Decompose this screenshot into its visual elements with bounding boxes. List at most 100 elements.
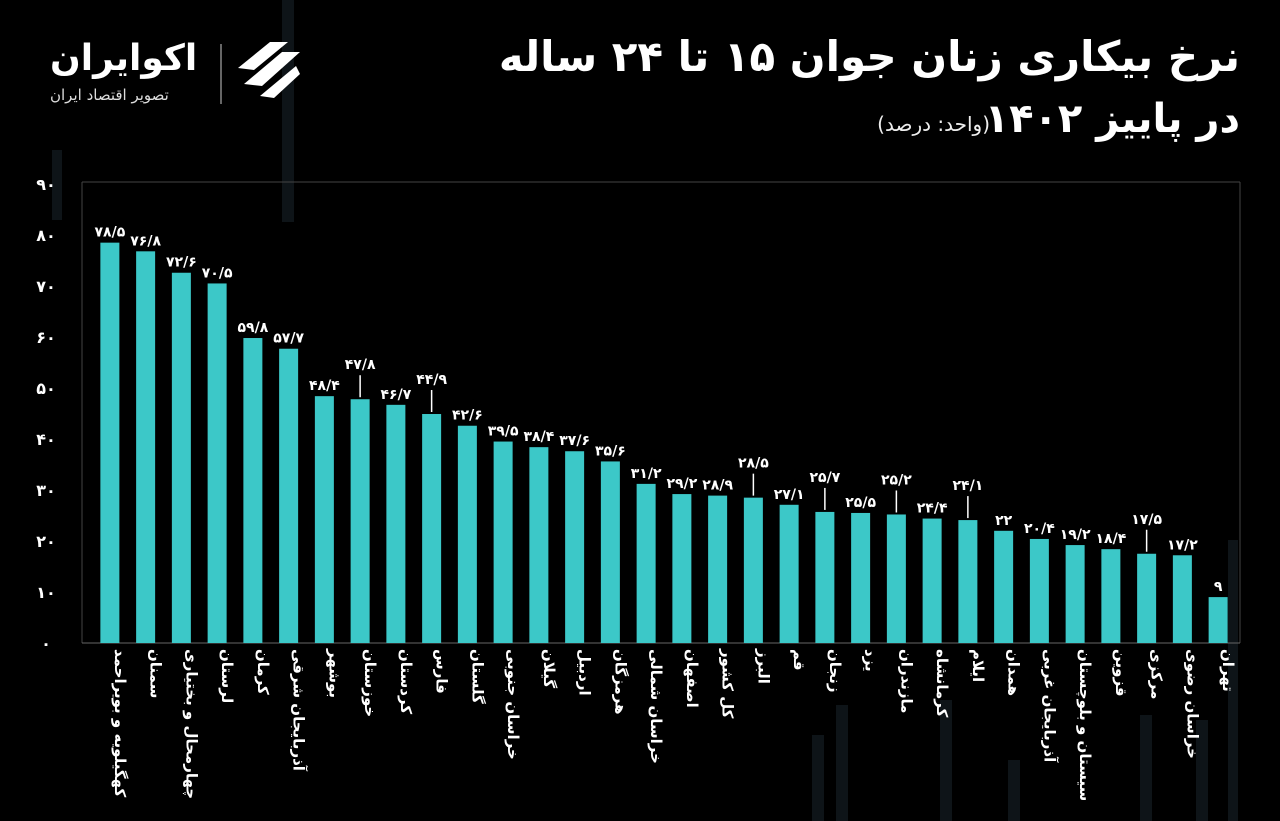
category-label: کرمان [254,649,272,695]
category-label: کهگیلویه و بویراحمد [111,649,129,797]
value-label: ۲۰/۴ [1024,521,1055,537]
value-label: ۷۸/۵ [95,225,126,241]
bar [994,530,1014,643]
bar [1101,549,1121,643]
ecoiran-logo-icon [238,42,300,98]
category-label: آذربایجان غربی [1040,649,1058,763]
value-label: ۳۹/۵ [488,424,519,440]
category-label: قزوین [1112,649,1130,697]
bar [243,338,263,643]
value-label: ۴۶/۷ [381,387,412,403]
value-label: ۵۹/۸ [238,320,269,336]
category-label: ایلام [969,649,987,682]
bar [529,447,549,643]
value-label: ۴۴/۹ [416,372,447,388]
bar [1172,555,1192,643]
category-label: کردستان [397,649,415,714]
category-label: سمنان [147,649,165,698]
y-tick-label: ۵۰ [36,379,56,398]
category-label: خراسان شمالی [647,649,665,764]
category-label: گیلان [540,649,558,688]
bar [565,451,585,643]
value-label: ۲۵/۷ [810,470,841,486]
value-label: ۴۸/۴ [309,378,340,394]
value-label: ۹ [1214,579,1223,595]
bar [636,483,656,643]
bar [100,242,120,643]
category-label: گلستان [468,649,486,704]
value-label: ۲۴/۱ [953,478,984,494]
value-label: ۱۷/۵ [1131,512,1162,528]
bar [386,404,406,643]
category-label: اردبیل [576,649,594,696]
y-tick-label: ۶۰ [36,328,56,347]
y-tick-label: ۴۰ [36,430,56,449]
y-tick-label: ۸۰ [36,226,56,245]
brand-divider [220,44,222,104]
bar [207,283,227,643]
bar [1208,597,1228,643]
value-label: ۷۲/۶ [166,255,197,271]
bar [350,399,370,643]
value-label: ۲۷/۱ [774,487,805,503]
category-label: تهران [1219,649,1237,692]
value-label: ۳۷/۶ [559,433,590,449]
value-label: ۷۰/۵ [202,265,233,281]
value-label: ۳۸/۴ [524,429,555,445]
bar [958,520,978,643]
category-label: اصفهان [683,649,701,708]
bar [672,494,692,643]
bar [457,425,477,643]
value-label: ۷۶/۸ [130,233,161,249]
chart-title-line2: در پاییز ۱۴۰۲ [984,96,1240,142]
bar [279,348,299,643]
bar [815,511,835,643]
y-tick-label: ۳۰ [36,481,56,500]
value-label: ۱۹/۲ [1060,527,1091,543]
bar [1029,538,1049,643]
category-label: کرمانشاه [933,649,951,718]
category-label: قم [790,649,808,671]
value-label: ۵۷/۷ [273,331,304,347]
bar [743,497,763,643]
y-tick-label: ۷۰ [36,277,56,296]
category-label: چهارمحال و بختیاری [181,649,200,799]
category-label: یزد [862,649,880,672]
bar [600,461,620,643]
category-label: مازندران [897,649,915,713]
value-label: ۴۷/۸ [345,357,376,373]
bar [314,396,334,643]
category-label: خوزستان [361,649,379,717]
unit-label: (واحد: درصد) [877,112,990,136]
bar [851,512,871,643]
bar [922,518,942,643]
category-label: خراسان جنوبی [504,649,522,760]
value-label: ۲۴/۴ [917,501,948,517]
brand-name: اکوایران [50,38,198,79]
value-label: ۳۵/۶ [595,443,626,459]
category-label: زنجان [826,649,844,693]
value-label: ۲۹/۲ [667,476,698,492]
value-label: ۲۲ [995,513,1013,529]
value-label: ۲۸/۹ [702,478,733,494]
value-label: ۴۲/۶ [452,408,483,424]
category-label: مرکزی [1148,649,1166,699]
category-label: هرمزگان [611,649,629,715]
y-tick-label: ۹۰ [36,175,56,194]
bar [779,504,799,643]
bar [1065,545,1085,643]
brand-tagline: تصویر اقتصاد ایران [50,86,169,104]
y-tick-label: ۰ [41,634,51,653]
bar [136,251,156,643]
y-tick-label: ۱۰ [36,583,56,602]
category-label: همدان [1005,649,1023,696]
bar [708,495,728,643]
category-label: خراسان رضوی [1183,649,1201,759]
value-label: ۳۱/۲ [631,466,662,482]
value-label: ۱۷/۲ [1167,537,1198,553]
bar [886,514,906,643]
bar [171,272,191,643]
value-label: ۱۸/۴ [1096,531,1127,547]
chart-title-line1: نرخ بیکاری زنان جوان ۱۵ تا ۲۴ ساله [498,32,1240,81]
